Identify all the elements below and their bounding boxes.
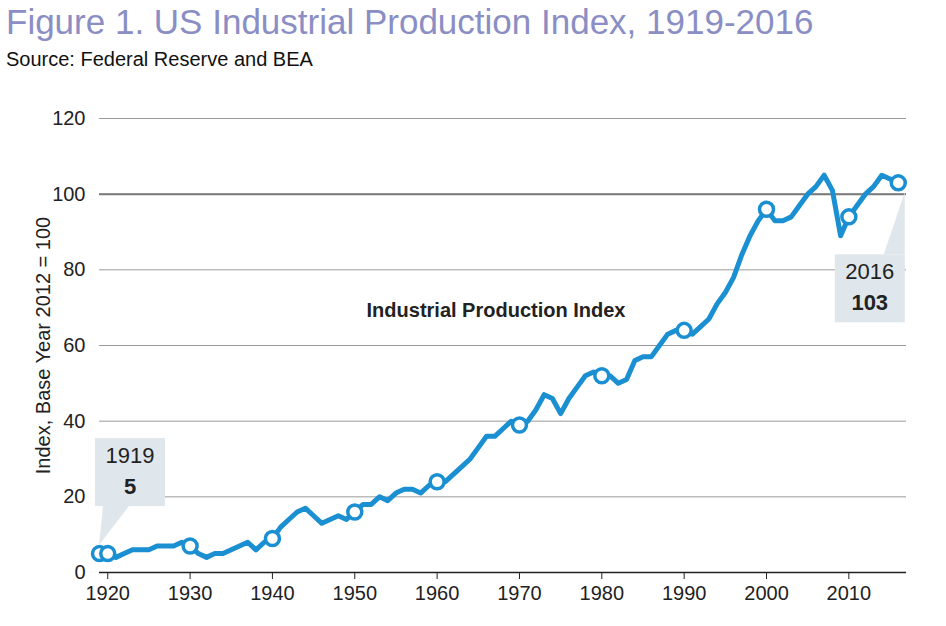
svg-text:Industrial Production Index: Industrial Production Index (367, 299, 626, 321)
html-text:Source: Federal Reserve and BE: Source: Federal Reserve and BEA (6, 48, 313, 70)
svg-text:1930: 1930 (168, 582, 213, 604)
svg-text:1940: 1940 (250, 582, 295, 604)
svg-text:1960: 1960 (415, 582, 460, 604)
svg-text:40: 40 (63, 410, 85, 432)
svg-text:80: 80 (63, 258, 85, 280)
svg-text:1990: 1990 (662, 582, 707, 604)
svg-text:103: 103 (851, 290, 888, 315)
svg-text:2000: 2000 (744, 582, 789, 604)
svg-text:5: 5 (124, 474, 136, 499)
svg-text:100: 100 (52, 183, 85, 205)
svg-text:1920: 1920 (85, 582, 130, 604)
svg-text:1919: 1919 (106, 443, 155, 468)
svg-text:1950: 1950 (333, 582, 378, 604)
svg-text:120: 120 (52, 107, 85, 129)
svg-text:20: 20 (63, 485, 85, 507)
svg-text:2010: 2010 (827, 582, 872, 604)
html-text:Figure 1. US Industrial Produc: Figure 1. US Industrial Production Index… (6, 2, 814, 41)
svg-text:0: 0 (74, 561, 85, 583)
svg-text:60: 60 (63, 334, 85, 356)
svg-text:1970: 1970 (497, 582, 542, 604)
svg-text:1980: 1980 (580, 582, 625, 604)
svg-text:2016: 2016 (845, 259, 894, 284)
svg-text:Index, Base Year 2012 = 100: Index, Base Year 2012 = 100 (32, 217, 54, 474)
